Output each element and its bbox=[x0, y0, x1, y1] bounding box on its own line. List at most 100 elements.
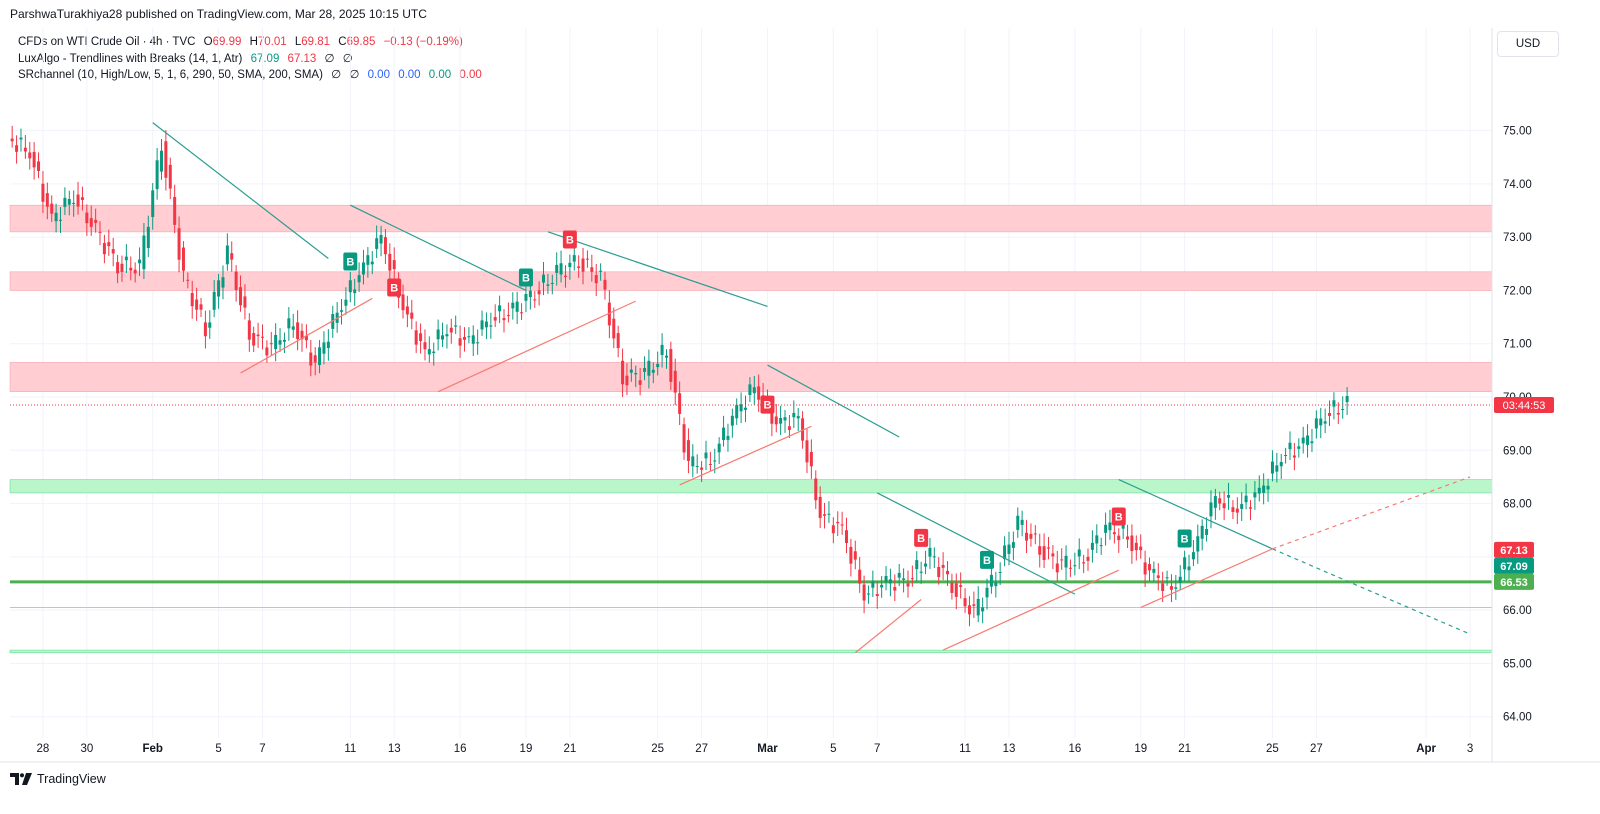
candle-body bbox=[520, 312, 524, 314]
countdown-badge bbox=[1494, 397, 1554, 414]
candle-body bbox=[941, 565, 945, 568]
candle-body bbox=[208, 322, 212, 328]
candle-body bbox=[502, 318, 506, 321]
candle-body bbox=[1064, 555, 1068, 568]
candle-body bbox=[946, 570, 950, 575]
candle-body bbox=[805, 440, 809, 463]
candle-body bbox=[410, 312, 414, 319]
candle-body bbox=[888, 579, 892, 584]
x-tick-label: 13 bbox=[388, 743, 401, 755]
candle-body bbox=[1253, 492, 1257, 498]
candle-body bbox=[111, 249, 115, 254]
candle-body bbox=[72, 202, 76, 205]
x-tick-label: 7 bbox=[259, 743, 265, 755]
candle-body bbox=[471, 335, 475, 344]
x-tick-label: 5 bbox=[215, 743, 221, 755]
candle-body bbox=[844, 530, 848, 544]
candle-body bbox=[414, 330, 418, 345]
candle-body bbox=[1126, 536, 1130, 540]
candle-body bbox=[1200, 525, 1204, 539]
candle-body bbox=[1262, 485, 1266, 493]
candle-body bbox=[616, 333, 620, 349]
x-tick-label: 21 bbox=[1178, 743, 1191, 755]
candle-body bbox=[542, 274, 546, 283]
candle-body bbox=[313, 355, 317, 363]
candle-body bbox=[1178, 576, 1182, 583]
y-tick-label: 68.00 bbox=[1503, 499, 1532, 511]
candle-body bbox=[585, 258, 589, 260]
candle-body bbox=[489, 325, 493, 327]
indicator1-name[interactable]: LuxAlgo - Trendlines with Breaks (14, 1,… bbox=[18, 52, 243, 65]
candle-body bbox=[524, 294, 528, 301]
candle-body bbox=[260, 336, 264, 338]
signal-badge bbox=[760, 395, 775, 414]
candle-body bbox=[102, 243, 106, 255]
x-tick-label: 21 bbox=[563, 743, 576, 755]
candle-body bbox=[155, 160, 159, 190]
candle-body bbox=[735, 404, 739, 419]
x-tick-label: 28 bbox=[37, 743, 50, 755]
candle-body bbox=[880, 584, 884, 588]
candle-body bbox=[1191, 552, 1195, 560]
symbol-name[interactable]: CFDs on WTI Crude Oil · 4h · TVC bbox=[18, 36, 196, 48]
candle-body bbox=[243, 296, 247, 308]
footer-brand[interactable]: TradingView bbox=[10, 772, 106, 786]
candle-body bbox=[634, 373, 638, 375]
candle-body bbox=[1248, 507, 1252, 509]
candle-body bbox=[366, 255, 370, 265]
candle-body bbox=[708, 464, 712, 466]
x-tick-label: 27 bbox=[1310, 743, 1323, 755]
candle-body bbox=[950, 582, 954, 593]
indicator1-row[interactable]: LuxAlgo - Trendlines with Breaks (14, 1,… bbox=[18, 51, 482, 68]
candle-body bbox=[643, 368, 647, 372]
candle-body bbox=[142, 235, 146, 270]
open-label: O bbox=[203, 36, 213, 48]
candle-body bbox=[19, 137, 23, 140]
candle-body bbox=[441, 335, 445, 340]
candle-body bbox=[129, 267, 133, 271]
candle-body bbox=[203, 322, 207, 337]
candle-body bbox=[247, 320, 251, 340]
candle-body bbox=[673, 370, 677, 393]
candle-body bbox=[664, 355, 668, 358]
candle-body bbox=[32, 151, 36, 168]
candle-body bbox=[1218, 498, 1222, 504]
candle-body bbox=[1068, 567, 1072, 569]
candle-body bbox=[853, 551, 857, 560]
candle-body bbox=[256, 334, 260, 337]
candle-body bbox=[994, 582, 998, 587]
signal-label: B bbox=[566, 234, 574, 246]
candle-body bbox=[599, 270, 603, 272]
indicator2-name[interactable]: SRchannel (10, High/Low, 5, 1, 6, 290, 5… bbox=[18, 69, 323, 81]
candle-body bbox=[875, 594, 879, 597]
candle-body bbox=[915, 560, 919, 570]
trendline bbox=[1272, 548, 1471, 635]
candle-body bbox=[528, 290, 532, 298]
candle-body bbox=[116, 262, 120, 274]
candle-body bbox=[647, 360, 651, 376]
resistance-zone bbox=[9, 271, 1493, 291]
candle-body bbox=[107, 242, 111, 247]
candle-body bbox=[462, 336, 466, 340]
candle-body bbox=[963, 598, 967, 607]
candle-body bbox=[515, 301, 519, 312]
candle-body bbox=[686, 440, 690, 461]
candle-body bbox=[37, 161, 41, 171]
candle-body bbox=[1240, 504, 1244, 509]
candle-body bbox=[932, 556, 936, 558]
trendline bbox=[350, 204, 527, 291]
currency-selector[interactable]: USD bbox=[1497, 31, 1559, 57]
symbol-row[interactable]: CFDs on WTI Crude Oil · 4h · TVC O69.99 … bbox=[18, 34, 482, 51]
candle-body bbox=[928, 547, 932, 557]
candle-body bbox=[177, 228, 181, 260]
candle-body bbox=[1130, 535, 1134, 552]
indicator2-row[interactable]: SRchannel (10, High/Low, 5, 1, 6, 290, 5… bbox=[18, 67, 482, 84]
support-zone bbox=[9, 479, 1493, 494]
x-tick-label: 16 bbox=[1068, 743, 1081, 755]
candle-body bbox=[831, 525, 835, 534]
candle-body bbox=[871, 581, 875, 588]
candle-body bbox=[10, 138, 14, 142]
indicator1-value2: 67.13 bbox=[287, 52, 317, 65]
indicator1-empty1: ∅ bbox=[324, 52, 335, 65]
